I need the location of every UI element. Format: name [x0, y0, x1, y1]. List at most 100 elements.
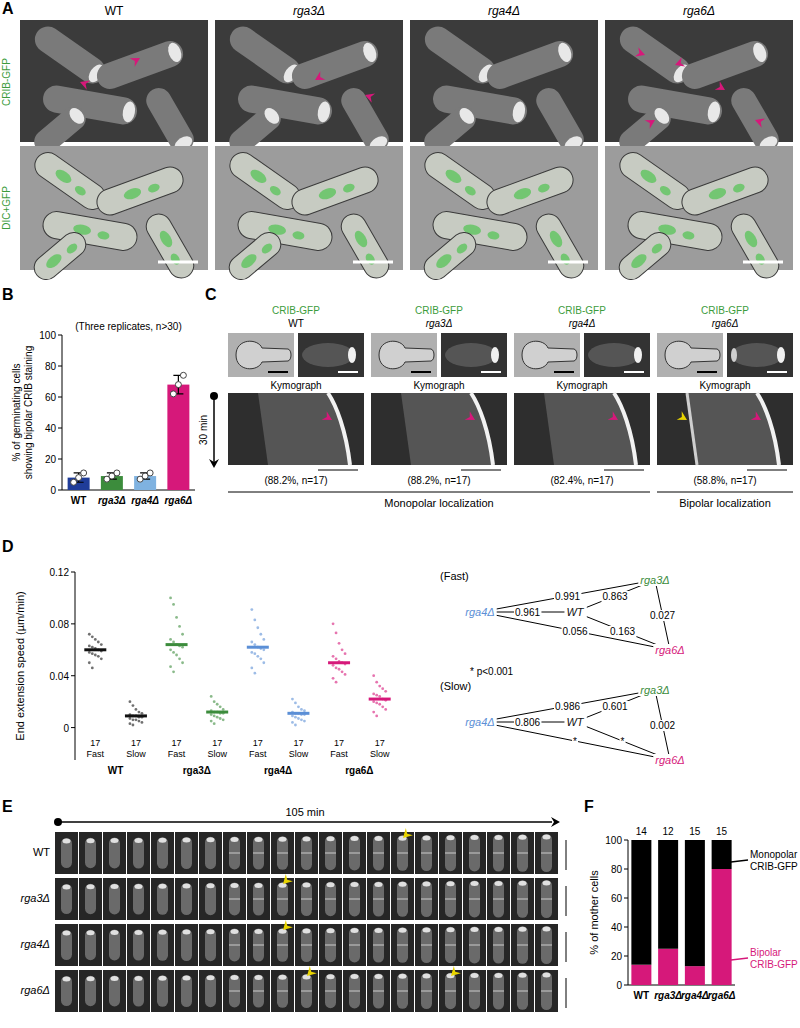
node-label: WT	[566, 716, 584, 728]
frame	[127, 878, 150, 920]
legend-line: Monopolar	[750, 849, 798, 860]
septum	[349, 944, 360, 945]
n-label: 17	[212, 738, 222, 748]
category-label: Slow	[207, 749, 227, 759]
septum	[469, 944, 480, 945]
group-bracket	[657, 492, 793, 493]
frame	[439, 970, 462, 1012]
frame	[223, 970, 246, 1012]
legend-line: Bipolar	[750, 947, 782, 958]
tip-signal	[519, 835, 527, 840]
point	[135, 718, 138, 721]
tip-signal	[303, 883, 311, 888]
point	[181, 646, 184, 649]
cell	[493, 926, 504, 963]
column-label: rga4Δ	[488, 4, 520, 18]
time-arrow	[58, 821, 552, 823]
cell	[493, 972, 504, 1009]
gfp-spot	[122, 186, 142, 202]
micrograph-dic	[605, 146, 793, 284]
frame	[439, 924, 462, 966]
frame	[463, 924, 486, 966]
cell	[517, 972, 528, 1010]
tip-signal	[447, 881, 455, 886]
channel-label: CRIB-GFP	[415, 305, 463, 316]
spore-cell	[236, 341, 291, 369]
point	[172, 651, 175, 654]
tip-signal	[491, 347, 499, 363]
cell-signal	[588, 343, 640, 367]
tip-signal	[63, 931, 71, 936]
plot-area	[68, 372, 190, 490]
column-label: rga6Δ	[683, 4, 715, 18]
septum	[517, 898, 528, 899]
tip-signal	[166, 41, 184, 64]
frame	[391, 832, 414, 874]
y-axis	[628, 840, 629, 985]
panel-label: D	[2, 538, 14, 555]
point	[181, 661, 184, 664]
frame	[391, 924, 414, 966]
mean-bar	[125, 714, 147, 717]
cell	[541, 880, 552, 918]
arrowhead	[313, 71, 326, 84]
category-label: Fast	[249, 749, 267, 759]
node-label: rga3Δ	[640, 684, 669, 696]
frame	[103, 970, 126, 1012]
septum	[493, 944, 504, 945]
label-bg	[649, 610, 676, 621]
cell	[493, 834, 504, 871]
tip-signal	[111, 838, 119, 843]
septum	[373, 990, 384, 991]
gfp-spot	[169, 252, 182, 266]
frame	[295, 832, 318, 874]
gfp-spot	[742, 229, 760, 250]
tip-signal	[231, 883, 239, 888]
point	[175, 616, 178, 619]
frame	[295, 878, 318, 920]
bar-segment	[631, 840, 651, 965]
frame	[103, 878, 126, 920]
category-label: rga4Δ	[131, 495, 159, 506]
point	[250, 667, 253, 670]
note: (88.2%, n=17)	[407, 475, 470, 486]
category-label: Slow	[126, 749, 146, 759]
kymo-cell	[687, 393, 779, 465]
tip-signal	[87, 838, 95, 843]
point	[291, 715, 294, 718]
tip-signal	[543, 927, 551, 932]
bar	[167, 385, 189, 490]
tip-signal	[351, 928, 359, 933]
septum	[373, 852, 384, 853]
arrowhead	[447, 966, 460, 979]
cell	[253, 974, 264, 1007]
cell	[349, 928, 360, 963]
kymograph-label: Kymograph	[413, 380, 464, 391]
tick-label: 0.08	[50, 619, 70, 630]
point	[372, 692, 375, 695]
point	[338, 668, 341, 671]
time-arrowhead	[209, 459, 219, 468]
n-label: 12	[663, 826, 675, 837]
point	[88, 661, 91, 664]
frame	[55, 924, 78, 966]
point	[216, 703, 219, 706]
cell	[85, 976, 96, 1006]
arrowhead	[753, 115, 765, 127]
cell-signal	[731, 343, 783, 367]
micrograph-gfp	[20, 20, 208, 158]
septum	[445, 898, 456, 899]
cell-body	[288, 163, 381, 218]
cell-body	[29, 228, 90, 285]
septum	[469, 990, 480, 991]
tick	[624, 869, 628, 870]
kymo-cell	[544, 393, 636, 465]
tick-label: 20	[45, 454, 57, 465]
tip-signal	[111, 976, 119, 981]
tip-signal	[327, 836, 335, 841]
category-label: rga6Δ	[164, 495, 192, 506]
arrowhead-shape	[78, 77, 90, 89]
point	[100, 643, 103, 646]
frame	[271, 832, 294, 874]
frame	[319, 970, 342, 1012]
